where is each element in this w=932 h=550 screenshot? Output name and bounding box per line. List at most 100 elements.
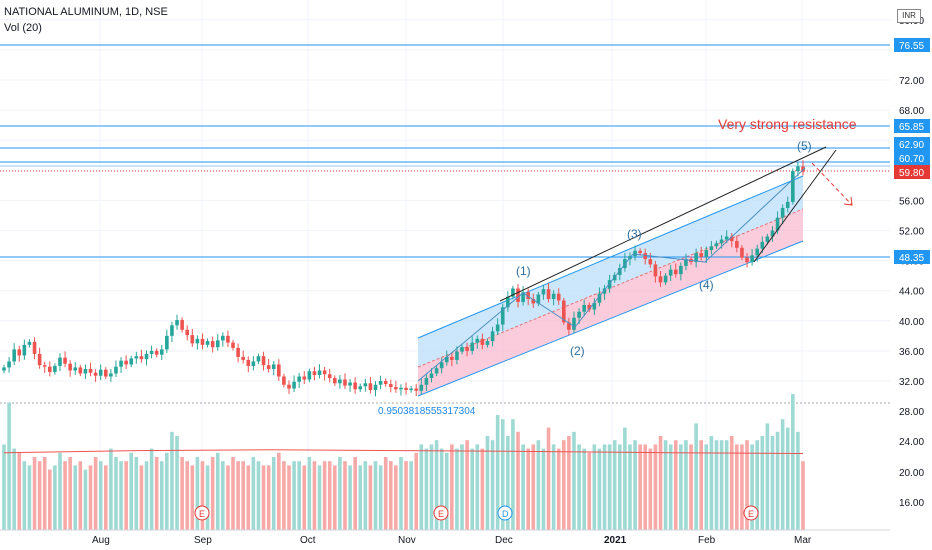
price-tick-label: 72.00 xyxy=(899,76,924,87)
time-axis[interactable]: Aug Sep Oct Nov Dec 2021 Feb Mar xyxy=(0,529,890,546)
volume-bar xyxy=(796,431,800,530)
volume-bar xyxy=(785,427,790,530)
candle-body xyxy=(760,241,765,249)
candle-body xyxy=(673,269,678,275)
volume-bar xyxy=(358,465,363,530)
volume-bar xyxy=(495,415,500,530)
candle-body xyxy=(124,360,128,365)
projection-arrow-line xyxy=(811,162,853,206)
volume-bar xyxy=(455,448,459,530)
candle-body xyxy=(536,294,541,304)
volume-bar xyxy=(302,465,307,530)
volume-bar xyxy=(98,461,103,530)
candle-body xyxy=(22,344,27,356)
volume-bar xyxy=(684,440,688,530)
regression-value-label: 0.9503818555317304 xyxy=(378,406,476,417)
price-tick-label: 40.00 xyxy=(899,317,924,328)
candle-body xyxy=(516,288,520,302)
candle-body xyxy=(541,289,546,295)
candle-body xyxy=(277,364,281,377)
volume-bar xyxy=(709,436,714,530)
candle-body xyxy=(587,304,592,310)
volume-bar xyxy=(780,419,785,530)
volume-bar xyxy=(760,436,765,530)
candle-body xyxy=(785,201,790,208)
candle-body xyxy=(195,338,200,344)
candle-body xyxy=(7,361,11,368)
candle-body xyxy=(322,370,327,375)
candle-body xyxy=(444,356,449,363)
volume-bars xyxy=(2,394,805,530)
wave-label: (5) xyxy=(797,139,812,153)
volume-bar xyxy=(424,448,429,530)
candle-body xyxy=(317,370,322,375)
level-price-badge xyxy=(894,250,930,264)
candle-body xyxy=(129,358,134,365)
channel-bottom-line xyxy=(417,240,804,397)
volume-bar xyxy=(195,457,200,530)
volume-bar xyxy=(149,448,154,530)
volume-bar xyxy=(312,461,317,530)
candle-body xyxy=(32,341,37,354)
volume-bar xyxy=(322,461,327,530)
volume-bar xyxy=(551,444,556,530)
candle-body xyxy=(663,275,668,283)
candle-body xyxy=(775,217,780,231)
volume-bar xyxy=(215,452,220,530)
volume-bar xyxy=(719,440,724,530)
volume-bar xyxy=(88,465,93,530)
time-tick-label: Aug xyxy=(92,535,110,546)
volume-bar xyxy=(256,461,261,530)
volume-bar xyxy=(78,461,83,530)
candle-body xyxy=(607,280,612,289)
volume-bar xyxy=(465,440,469,530)
volume-bar xyxy=(750,444,754,530)
volume-bar xyxy=(388,461,393,530)
volume-bar xyxy=(546,427,551,530)
candle-body xyxy=(353,382,357,390)
candle-body xyxy=(17,349,22,356)
volume-bar xyxy=(103,465,108,530)
volume-bar xyxy=(541,448,546,530)
volume-bar xyxy=(282,461,286,530)
volume-ma xyxy=(3,449,804,455)
candle-body xyxy=(500,307,505,325)
currency-badge[interactable]: INR xyxy=(897,9,921,23)
volume-bar xyxy=(699,440,704,530)
candle-body xyxy=(287,384,291,389)
candle-body xyxy=(419,384,424,391)
time-tick-label: Oct xyxy=(300,535,316,546)
volume-bar xyxy=(648,448,653,530)
volume-bar xyxy=(653,444,658,530)
volume-bar xyxy=(500,419,505,530)
candle-body xyxy=(485,341,490,345)
price-axis-bg xyxy=(890,0,932,550)
volume-bar xyxy=(399,457,403,530)
volume-bar xyxy=(287,465,291,530)
volume-tick-label: 28.00 xyxy=(899,407,924,418)
candle-body xyxy=(475,338,480,343)
level-price-badge xyxy=(894,119,930,133)
trend-drawings xyxy=(417,146,853,382)
volume-bar xyxy=(53,465,57,530)
candle-body xyxy=(68,363,72,371)
volume-bar xyxy=(165,452,169,530)
volume-tick-label: 20.00 xyxy=(899,468,924,479)
price-axis[interactable]: 32.0036.0040.0044.0048.0052.0056.0068.00… xyxy=(890,0,932,550)
candle-body xyxy=(93,372,98,376)
candle-body xyxy=(455,351,459,360)
volume-bar xyxy=(770,436,775,530)
volume-bar xyxy=(353,457,357,530)
volume-bar xyxy=(109,448,113,530)
time-tick-label: Sep xyxy=(194,535,212,546)
candle-body xyxy=(98,369,103,376)
candle-body xyxy=(215,340,220,348)
lower-wedge-line xyxy=(753,149,837,263)
volume-bar xyxy=(37,461,42,530)
candle-body xyxy=(134,356,139,359)
volume-bar xyxy=(266,465,271,530)
candle-body xyxy=(791,171,795,202)
candle-body xyxy=(2,367,6,371)
volume-bar xyxy=(144,461,149,530)
